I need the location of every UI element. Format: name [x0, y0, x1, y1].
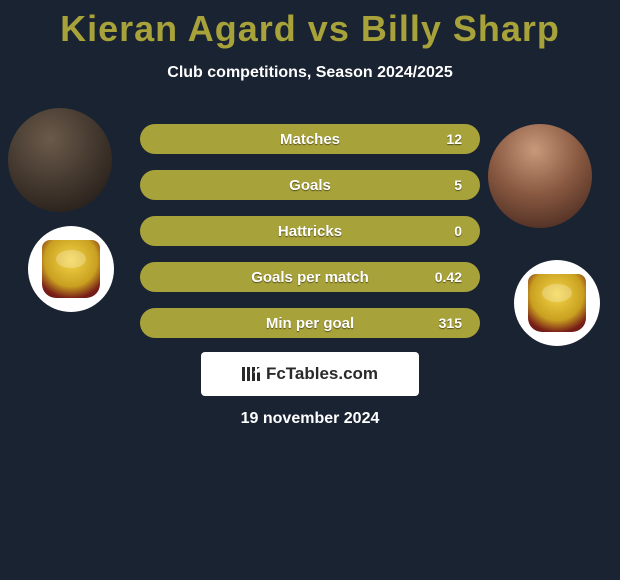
snapshot-date: 19 november 2024 — [0, 410, 620, 428]
source-name: FcTables.com — [266, 364, 378, 384]
stat-row: Hattricks 0 — [140, 216, 480, 246]
player2-avatar — [488, 124, 592, 228]
title-player1: Kieran Agard — [60, 8, 297, 49]
club-crest-icon — [528, 274, 586, 332]
stat-label: Hattricks — [140, 223, 480, 240]
stat-label: Min per goal — [140, 315, 480, 332]
comparison-title: Kieran Agard vs Billy Sharp — [0, 0, 620, 50]
club-crest-icon — [42, 240, 100, 298]
title-vs: vs — [297, 8, 361, 49]
stat-label: Matches — [140, 131, 480, 148]
stat-value: 0.42 — [435, 269, 462, 285]
stat-value: 315 — [439, 315, 462, 331]
stat-value: 0 — [454, 223, 462, 239]
comparison-subtitle: Club competitions, Season 2024/2025 — [0, 64, 620, 82]
player1-avatar — [8, 108, 112, 212]
stat-row: Goals per match 0.42 — [140, 262, 480, 292]
player2-club-badge — [514, 260, 600, 346]
player1-club-badge — [28, 226, 114, 312]
title-player2: Billy Sharp — [361, 8, 560, 49]
chart-bars-icon — [242, 367, 260, 381]
stat-value: 5 — [454, 177, 462, 193]
stat-row: Min per goal 315 — [140, 308, 480, 338]
stats-list: Matches 12 Goals 5 Hattricks 0 Goals per… — [140, 124, 480, 354]
source-badge: FcTables.com — [201, 352, 419, 396]
stat-label: Goals per match — [140, 269, 480, 286]
stat-row: Matches 12 — [140, 124, 480, 154]
stat-label: Goals — [140, 177, 480, 194]
stat-value: 12 — [446, 131, 462, 147]
stat-row: Goals 5 — [140, 170, 480, 200]
